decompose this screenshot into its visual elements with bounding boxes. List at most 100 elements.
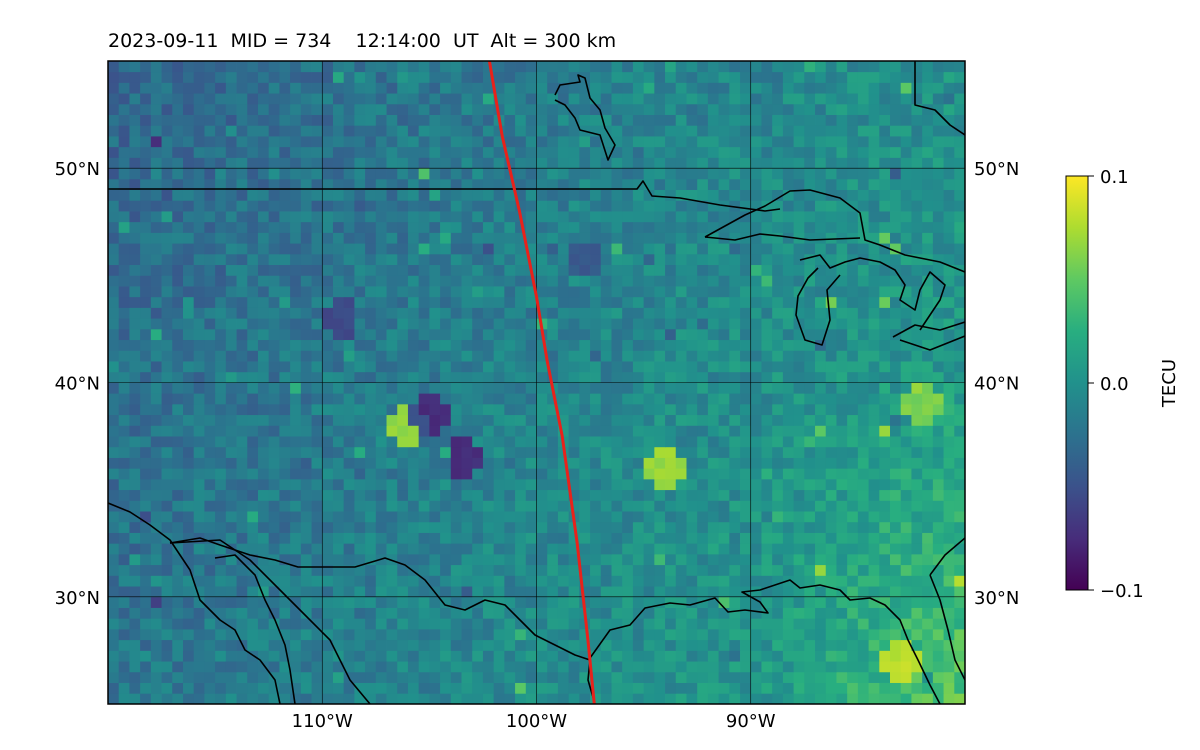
tec-pixel xyxy=(247,296,259,308)
tec-pixel xyxy=(161,136,173,148)
tec-pixel xyxy=(815,243,827,255)
tec-pixel xyxy=(493,339,505,351)
tec-pixel xyxy=(504,650,516,662)
tec-pixel xyxy=(279,307,291,319)
tec-pixel xyxy=(365,553,377,566)
tec-pixel xyxy=(600,136,612,148)
tec-pixel xyxy=(354,328,366,341)
tec-pixel xyxy=(225,232,237,244)
tec-pixel xyxy=(718,532,730,544)
tec-pixel xyxy=(140,286,152,298)
tec-pixel xyxy=(804,103,816,115)
tec-pixel xyxy=(879,543,891,555)
tec-pixel xyxy=(311,275,323,287)
tec-pixel xyxy=(440,136,452,148)
tec-pixel xyxy=(515,639,527,651)
tec-pixel xyxy=(557,146,570,158)
tec-pixel xyxy=(354,178,366,190)
tec-pixel xyxy=(332,361,345,373)
tec-pixel xyxy=(868,371,880,383)
tec-pixel xyxy=(643,264,655,276)
tec-pixel xyxy=(729,264,741,276)
tec-pixel xyxy=(836,125,848,137)
tec-pixel xyxy=(590,403,602,416)
tec-pixel xyxy=(868,671,880,683)
tec-pixel xyxy=(515,178,527,190)
tec-pixel xyxy=(536,436,548,448)
tec-pixel xyxy=(718,157,730,169)
tec-pixel xyxy=(847,414,859,426)
tec-pixel xyxy=(429,639,441,651)
tec-pixel xyxy=(825,586,837,598)
tec-pixel xyxy=(236,618,248,630)
tec-pixel xyxy=(140,200,152,212)
tec-pixel xyxy=(257,596,270,608)
tec-pixel xyxy=(772,307,784,319)
tec-pixel xyxy=(450,103,462,115)
tec-pixel xyxy=(557,586,570,598)
tec-pixel xyxy=(900,371,912,383)
tec-pixel xyxy=(493,436,505,448)
tec-pixel xyxy=(429,211,441,223)
tec-pixel xyxy=(557,221,570,233)
tec-pixel xyxy=(204,328,216,341)
tec-pixel xyxy=(632,682,645,694)
tec-pixel xyxy=(857,61,869,73)
tec-pixel xyxy=(225,361,237,373)
tec-pixel xyxy=(815,586,827,598)
tec-pixel xyxy=(375,82,387,94)
tec-pixel xyxy=(375,328,387,341)
tec-pixel xyxy=(557,596,570,608)
tec-pixel xyxy=(557,103,570,115)
tec-pixel xyxy=(129,189,141,201)
tec-pixel xyxy=(804,328,816,341)
tec-pixel xyxy=(868,211,880,223)
tec-pixel xyxy=(407,361,420,373)
tec-pixel xyxy=(108,532,120,544)
tec-pixel xyxy=(547,168,559,180)
tec-pixel xyxy=(911,264,923,276)
tec-pixel xyxy=(879,296,891,308)
tec-pixel xyxy=(590,500,602,512)
tec-pixel xyxy=(590,596,602,608)
tec-pixel xyxy=(150,468,162,480)
tec-pixel xyxy=(461,639,473,651)
tec-pixel xyxy=(857,521,869,533)
tec-pixel xyxy=(932,628,944,641)
tec-pixel xyxy=(182,275,195,287)
tec-pixel xyxy=(365,318,377,330)
tec-pixel xyxy=(150,296,162,308)
tec-pixel xyxy=(311,136,323,148)
tec-pixel xyxy=(418,489,430,501)
tec-pixel xyxy=(204,136,216,148)
tec-pixel xyxy=(622,382,634,394)
tec-pixel xyxy=(793,221,805,233)
tec-pixel xyxy=(182,61,195,73)
tec-pixel xyxy=(236,221,248,233)
tec-pixel xyxy=(782,286,794,298)
tec-pixel xyxy=(472,478,484,491)
tec-pixel xyxy=(675,564,687,576)
tec-pixel xyxy=(740,339,752,351)
tec-pixel xyxy=(686,93,698,105)
tec-pixel xyxy=(322,371,334,383)
tec-pixel xyxy=(782,232,794,244)
tec-pixel xyxy=(579,243,591,255)
tec-pixel xyxy=(847,114,859,126)
tec-pixel xyxy=(707,93,720,105)
tec-pixel xyxy=(150,232,162,244)
tec-pixel xyxy=(268,178,280,190)
tec-pixel xyxy=(407,521,420,533)
tec-pixel xyxy=(515,478,527,491)
tec-pixel xyxy=(600,543,612,555)
tec-pixel xyxy=(911,596,923,608)
tec-pixel xyxy=(579,393,591,405)
tec-pixel xyxy=(461,114,473,126)
tec-pixel xyxy=(172,61,184,73)
tec-pixel xyxy=(836,93,848,105)
tec-pixel xyxy=(515,232,527,244)
tec-pixel xyxy=(150,264,162,276)
tec-pixel xyxy=(215,114,227,126)
tec-pixel xyxy=(815,125,827,137)
tec-pixel xyxy=(493,232,505,244)
